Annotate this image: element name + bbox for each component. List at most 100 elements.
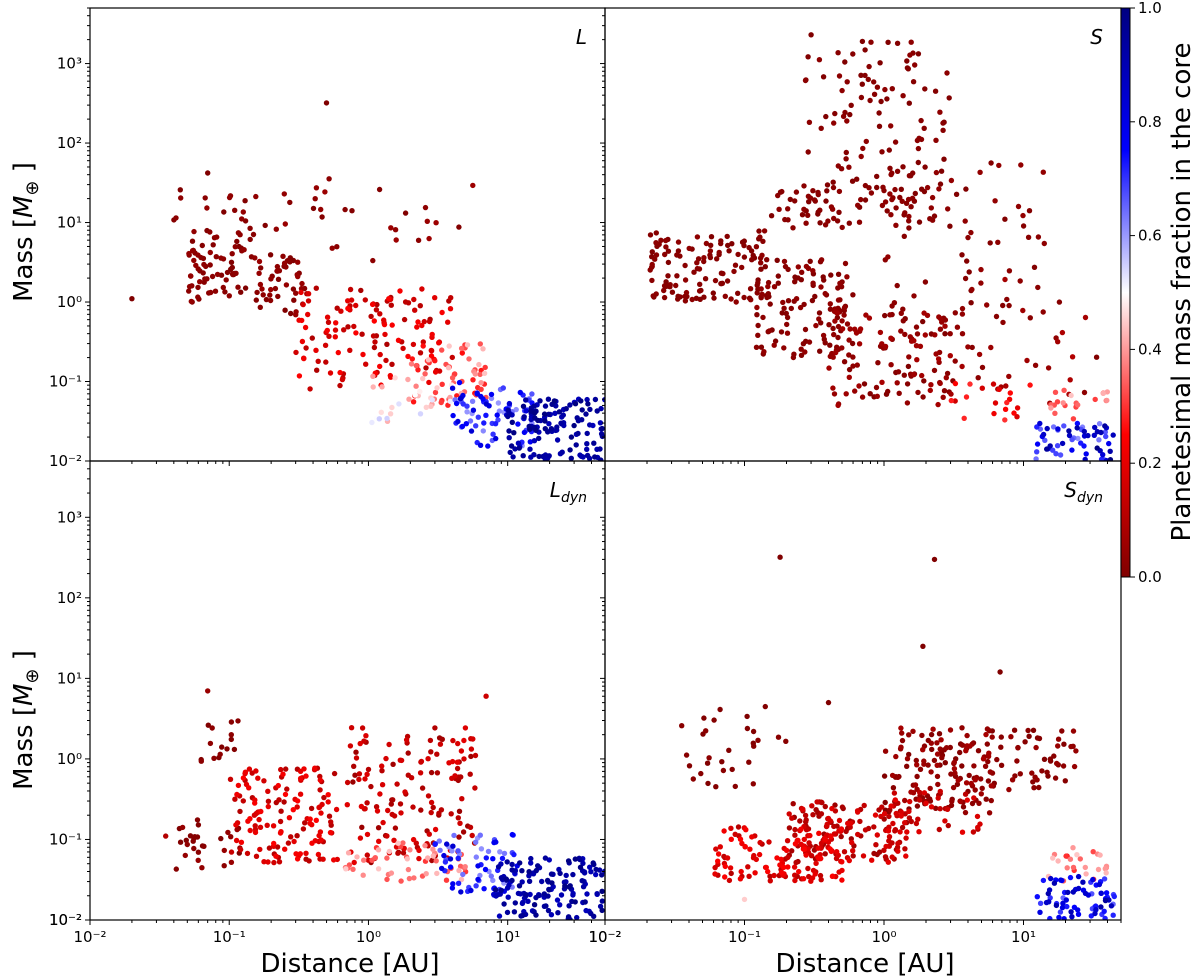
scatter-point (834, 310, 840, 316)
scatter-point (397, 801, 404, 807)
scatter-point (417, 770, 424, 776)
scatter-point (483, 855, 489, 861)
scatter-point (1066, 428, 1072, 434)
scatter-point (765, 868, 771, 875)
scatter-point (301, 766, 307, 772)
scatter-point (752, 870, 758, 876)
scatter-point (1009, 777, 1016, 783)
scatter-point (282, 846, 288, 852)
scatter-point (357, 835, 364, 841)
scatter-point (583, 411, 589, 417)
scatter-point (766, 839, 772, 845)
scatter-point (426, 379, 432, 386)
scatter-point (862, 47, 868, 53)
scatter-point (1004, 296, 1010, 303)
scatter-point (827, 301, 833, 307)
scatter-point (1041, 240, 1048, 247)
scatter-point (449, 385, 456, 391)
scatter-point (439, 736, 445, 742)
scatter-point (256, 258, 263, 265)
scatter-point (784, 330, 791, 336)
scatter-point (475, 414, 481, 420)
scatter-point (835, 334, 841, 341)
scatter-point (929, 746, 935, 753)
scatter-point (585, 401, 591, 407)
scatter-point (882, 748, 889, 754)
scatter-point (767, 873, 773, 879)
scatter-point (403, 737, 410, 743)
scatter-point (1008, 734, 1014, 740)
scatter-point (485, 443, 491, 449)
scatter-point (830, 385, 836, 391)
scatter-point (1069, 354, 1076, 360)
scatter-point (232, 244, 238, 250)
scatter-point (962, 791, 969, 797)
scatter-point (293, 312, 299, 318)
scatter-point (710, 290, 716, 296)
scatter-point (906, 751, 912, 758)
scatter-point (806, 840, 812, 846)
scatter-point (807, 832, 813, 839)
scatter-point (505, 894, 511, 900)
scatter-point (847, 111, 853, 118)
scatter-point (810, 268, 816, 274)
scatter-point (228, 834, 234, 840)
scatter-point (828, 834, 834, 840)
x-tick-label: 10⁰ (356, 928, 381, 946)
panel-label: S (1090, 25, 1103, 49)
scatter-point (854, 176, 860, 182)
scatter-point (789, 815, 795, 821)
scatter-point (506, 428, 512, 434)
scatter-point (749, 834, 755, 840)
scatter-point (469, 832, 475, 839)
scatter-point (372, 339, 378, 345)
scatter-point (841, 312, 847, 318)
scatter-point (376, 416, 382, 422)
scatter-point (704, 760, 711, 766)
scatter-point (698, 770, 704, 777)
scatter-point (415, 319, 421, 325)
scatter-point (874, 393, 880, 399)
scatter-point (954, 324, 961, 330)
scatter-point (418, 807, 424, 813)
scatter-point (701, 715, 707, 721)
scatter-point (775, 280, 781, 286)
scatter-point (301, 355, 307, 362)
scatter-point (428, 749, 434, 755)
scatter-point (902, 846, 908, 852)
scatter-point (509, 861, 515, 868)
scatter-point (716, 249, 722, 256)
scatter-point (523, 408, 529, 414)
scatter-point (1018, 162, 1024, 168)
scatter-point (214, 271, 221, 278)
scatter-point (986, 810, 993, 816)
scatter-point (661, 294, 668, 301)
scatter-point (326, 176, 332, 182)
scatter-point (904, 829, 910, 835)
scatter-point (1048, 405, 1054, 411)
axes-frame (89, 7, 606, 462)
scatter-point (802, 77, 809, 84)
scatter-point (920, 318, 926, 325)
scatter-point (677, 294, 683, 300)
scatter-point (1063, 897, 1070, 903)
scatter-point (767, 301, 773, 307)
scatter-point (942, 760, 948, 766)
scatter-point (425, 855, 431, 861)
scatter-point (345, 305, 351, 312)
scatter-point (858, 72, 864, 79)
scatter-point (488, 395, 495, 402)
scatter-point (377, 791, 383, 797)
scatter-point (862, 72, 868, 79)
scatter-point (800, 876, 807, 882)
scatter-point (1063, 853, 1069, 859)
scatter-point (432, 295, 438, 301)
scatter-point (445, 365, 452, 371)
scatter-point (839, 859, 845, 865)
scatter-point (1098, 429, 1104, 436)
scatter-point (693, 295, 700, 301)
scatter-point (874, 184, 880, 191)
scatter-point (957, 749, 963, 756)
scatter-point (495, 400, 502, 406)
scatter-point (825, 699, 832, 706)
